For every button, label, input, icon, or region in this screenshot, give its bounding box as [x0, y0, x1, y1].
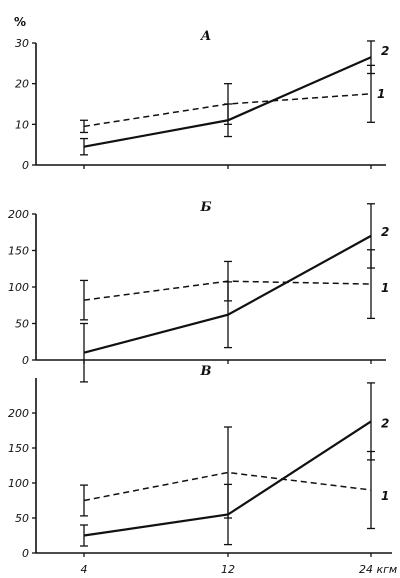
series-2-label: 2 [381, 225, 389, 239]
panel-a: 0 10 20 30 А% 1 2 [14, 15, 389, 172]
y-tick-label: 50 [15, 318, 29, 331]
series-1-label: 1 [381, 281, 389, 295]
y-unit-label: % [14, 15, 26, 29]
y-tick-label: 0 [22, 159, 29, 172]
y-tick-label: 0 [22, 547, 29, 560]
y-tick-label: 30 [15, 37, 29, 50]
panel-label: Б [199, 200, 211, 215]
panel-label: В [200, 364, 212, 379]
panel-label: А [200, 29, 212, 44]
series-1-label: 1 [377, 87, 385, 101]
y-tick-label: 150 [8, 442, 29, 455]
series-2-label: 2 [381, 416, 389, 430]
x-tick-label: 4 [81, 563, 88, 576]
y-tick-label: 150 [8, 245, 29, 258]
y-tick-label: 50 [15, 512, 29, 525]
x-tick-label: 12 [221, 563, 235, 576]
y-tick-label: 0 [22, 354, 29, 367]
panel-b: 0 50 100 150 200 Б 1 2 [8, 200, 389, 383]
y-tick-label: 200 [8, 208, 29, 221]
y-tick-label: 10 [15, 118, 29, 131]
series-2-label: 2 [381, 44, 389, 58]
series-1-label: 1 [381, 489, 389, 503]
y-tick-label: 100 [8, 281, 29, 294]
y-tick-label: 20 [15, 78, 29, 91]
y-tick-label: 100 [8, 477, 29, 490]
series-1-line [83, 471, 372, 502]
y-tick-label: 200 [8, 407, 29, 420]
x-tick-label: 24 кгм [359, 563, 397, 576]
